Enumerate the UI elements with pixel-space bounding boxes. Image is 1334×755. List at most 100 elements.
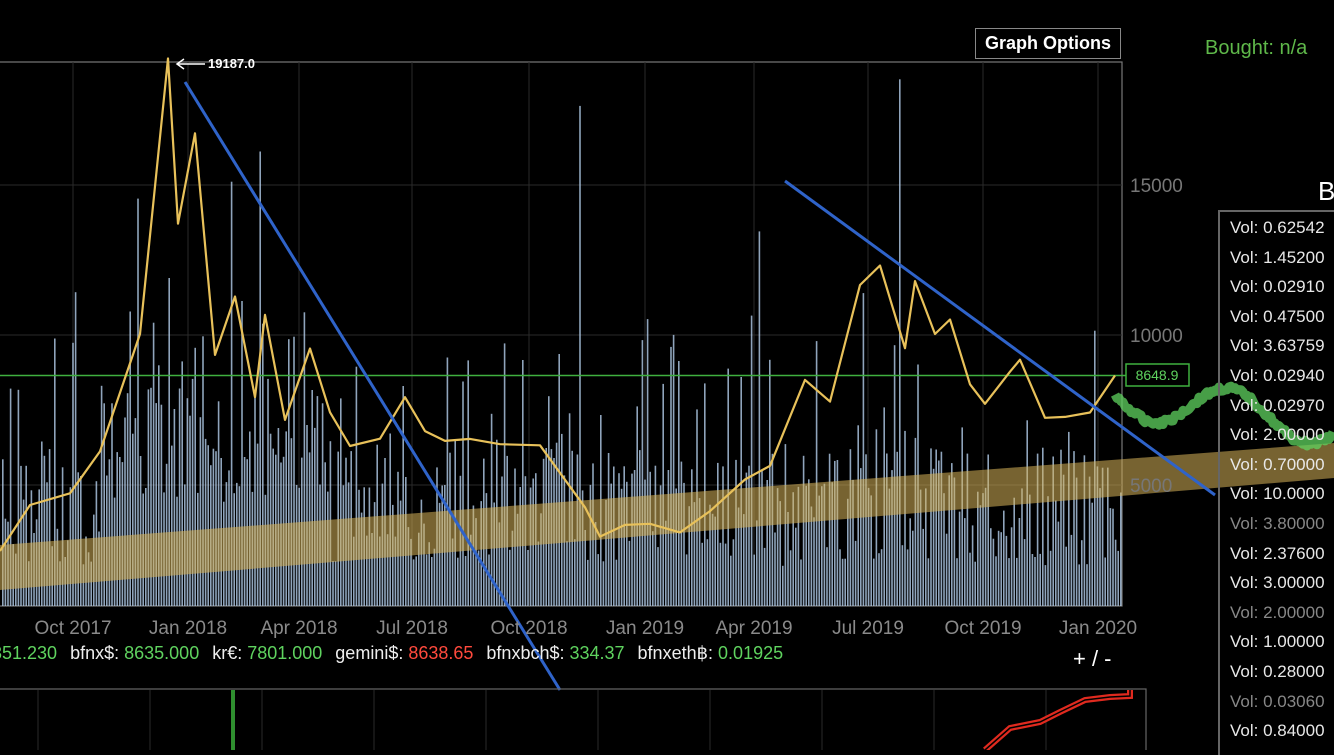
volume-bar (927, 558, 930, 606)
volume-bar (173, 409, 176, 606)
volume-bar (977, 491, 979, 606)
volume-bar (293, 336, 295, 606)
volume-bar (17, 389, 20, 606)
volume-bar (1086, 564, 1088, 606)
volume-bar (129, 311, 131, 606)
volume-bar (207, 445, 209, 606)
volume-bar (800, 559, 802, 606)
sub-red-line (983, 690, 1133, 750)
volume-bar (41, 441, 43, 606)
volume-bar (9, 388, 12, 606)
volume-bar (2, 459, 4, 606)
volume-bar (641, 340, 644, 606)
volume-bar (826, 547, 828, 606)
volume-bar (821, 486, 823, 606)
ticker-value-5: 0.01925 (718, 643, 784, 663)
volume-bar (701, 542, 703, 606)
volume-bar (657, 547, 659, 606)
volume-bar (787, 512, 789, 606)
volume-bar (1060, 449, 1062, 606)
volume-bar (818, 495, 820, 606)
volume-bar (548, 396, 550, 606)
volume-bar (771, 453, 774, 606)
volume-bar (1042, 447, 1044, 606)
volume-bar (940, 451, 943, 606)
y-tick-label-2: 15000 (1130, 176, 1183, 197)
volume-bar (314, 427, 316, 606)
volume-bar (886, 453, 888, 606)
volume-bar (415, 556, 417, 606)
volume-bar (1101, 467, 1104, 606)
volume-bar (1047, 496, 1049, 606)
volume-bar (168, 278, 170, 606)
x-tick-label-6: Apr 2019 (715, 618, 792, 639)
volume-bar (652, 531, 654, 606)
volume-bar (493, 502, 495, 606)
volume-bar (797, 486, 800, 606)
volume-bar (451, 538, 454, 606)
volume-bar (753, 554, 755, 606)
volume-bar (566, 541, 568, 606)
volume-bar (951, 463, 953, 606)
volume-bar (870, 495, 872, 606)
volume-bar (529, 487, 532, 606)
volume-bar (982, 493, 984, 606)
volume-bar (610, 483, 612, 606)
bought-status: Bought: n/a (1205, 37, 1308, 59)
volume-bar (20, 465, 22, 606)
volume-list-item: Vol: 0.02940 (1230, 366, 1325, 385)
volume-bar (353, 536, 355, 606)
volume-bar (1044, 565, 1047, 606)
volume-bar (147, 389, 150, 606)
volume-bar (893, 345, 896, 606)
volume-list-item: Vol: 3.80000 (1230, 514, 1325, 533)
volume-bar (766, 480, 768, 606)
volume-bar (756, 520, 758, 606)
volume-bar (410, 538, 412, 606)
zoom-control[interactable]: + / - (1073, 646, 1112, 671)
volume-bar (675, 488, 677, 606)
volume-bar (527, 550, 529, 606)
volume-bar (503, 343, 506, 606)
volume-bar (930, 448, 932, 606)
volume-bar (152, 322, 155, 606)
volume-bar (121, 462, 124, 606)
volume-bar (691, 469, 693, 606)
volume-bar (74, 292, 77, 606)
volume-bar (644, 479, 646, 606)
volume-bar (633, 470, 636, 606)
volume-bar (1018, 518, 1021, 606)
volume-bar (90, 561, 92, 606)
volume-bar (730, 555, 732, 606)
volume-bar (366, 535, 368, 606)
volume-bar (579, 105, 581, 607)
volume-list-item: Vol: 10.0000 (1230, 484, 1325, 504)
volume-bar (1083, 455, 1086, 606)
sub-panel-frame (0, 688, 1147, 750)
volume-bar (711, 513, 714, 606)
x-tick-label-7: Jul 2019 (832, 618, 904, 639)
volume-bar (472, 505, 475, 606)
x-tick-label-5: Jan 2019 (606, 618, 684, 639)
volume-list-item: Vol: 0.28000 (1230, 662, 1325, 681)
volume-list-item: Vol: 2.00000 (1230, 425, 1325, 445)
graph-options-button[interactable]: Graph Options (975, 28, 1121, 59)
volume-bar (688, 506, 690, 606)
volume-bar (1057, 521, 1060, 606)
volume-bar (1016, 557, 1018, 606)
y-tick-label-1: 10000 (1130, 326, 1183, 347)
volume-bar (407, 527, 410, 606)
volume-bar (72, 342, 74, 606)
volume-bar (438, 502, 441, 606)
volume-bar (1008, 558, 1010, 606)
volume-bar (511, 530, 514, 606)
ticker-value-2: 7801.000 (247, 643, 328, 663)
current-price-box (1125, 363, 1190, 387)
volume-bar (909, 518, 911, 606)
volume-bar (896, 451, 898, 606)
volume-bar (724, 543, 727, 606)
volume-bar (667, 470, 670, 606)
volume-bar (249, 431, 251, 606)
volume-bar (100, 385, 103, 606)
